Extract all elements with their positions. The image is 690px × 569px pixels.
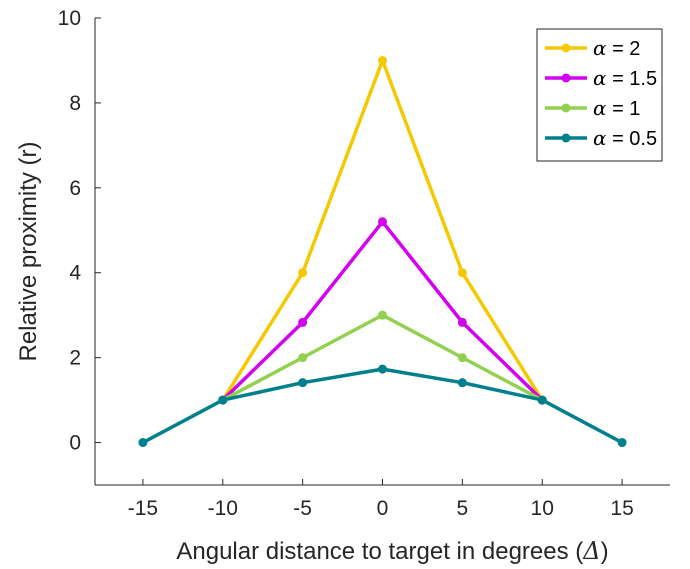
x-tick-label: -10 — [208, 497, 238, 520]
y-tick-label: 2 — [69, 347, 81, 370]
legend-item-3: α = 0.5 — [545, 126, 657, 150]
axes: -15 -10 -5 0 5 10 15 0 2 4 6 8 10 — [58, 7, 670, 520]
legend-swatch-marker — [561, 103, 571, 113]
data-point — [298, 268, 308, 278]
y-tick-label: 0 — [69, 432, 81, 455]
data-point — [378, 364, 387, 374]
data-point — [457, 353, 467, 363]
data-point — [298, 317, 308, 327]
data-point — [537, 395, 547, 405]
legend-item-0: α = 2 — [545, 36, 640, 60]
series-line — [221, 58, 544, 402]
legend-swatch-marker — [561, 43, 571, 53]
data-point — [378, 55, 387, 65]
y-tick-label: 10 — [58, 7, 81, 30]
y-tick-label: 4 — [69, 262, 81, 285]
data-point — [457, 378, 467, 388]
series-3 — [138, 364, 627, 448]
x-tick-label: -15 — [128, 497, 158, 520]
legend-item-2: α = 1 — [545, 96, 640, 120]
data-point — [378, 217, 387, 227]
legend: α = 2 α = 1.5 α = 1 α = 0.5 — [536, 28, 663, 162]
x-tick-label: 15 — [610, 497, 633, 520]
legend-swatch-marker — [561, 73, 571, 83]
data-point — [457, 268, 467, 278]
data-point — [138, 438, 148, 448]
legend-label: α = 1 — [593, 96, 640, 120]
data-point — [617, 438, 627, 448]
series-line — [221, 313, 544, 402]
x-tick-label: -5 — [293, 497, 312, 520]
data-point — [378, 310, 387, 320]
legend-label: α = 2 — [593, 36, 640, 60]
x-tick-label: 5 — [457, 497, 469, 520]
series-0 — [218, 55, 547, 405]
x-tick-label: 0 — [377, 497, 389, 520]
legend-item-1: α = 1.5 — [545, 66, 657, 90]
series-line — [142, 367, 623, 445]
y-axis-label: Relative proximity (r) — [15, 141, 42, 361]
y-tick-label: 8 — [69, 92, 81, 115]
data-point — [298, 378, 308, 388]
legend-label: α = 1.5 — [593, 66, 657, 90]
data-point — [298, 353, 308, 363]
x-tick-label: 10 — [531, 497, 554, 520]
legend-label: α = 0.5 — [593, 126, 657, 150]
series-layer — [138, 55, 627, 448]
x-axis-label: Angular distance to target in degrees (Δ… — [176, 537, 608, 565]
legend-swatch-marker — [561, 133, 571, 143]
data-point — [457, 317, 467, 327]
data-point — [218, 395, 228, 405]
y-tick-label: 6 — [69, 177, 81, 200]
